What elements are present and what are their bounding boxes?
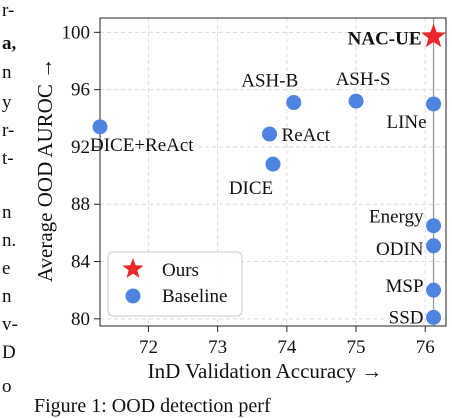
figure-caption: Figure 1: OOD detection perf <box>34 395 271 417</box>
y-axis-label: Average OOD AUROC → <box>33 58 57 282</box>
text-fragment-4: y <box>2 92 12 113</box>
text-fragment-9: e <box>2 258 11 279</box>
label-ash-s: ASH-S <box>336 69 391 90</box>
point-energy <box>426 218 442 234</box>
text-fragment-5: r- <box>2 120 15 141</box>
x-tick-label-74: 74 <box>277 337 297 358</box>
x-axis-label: InD Validation Accuracy → <box>148 359 383 383</box>
text-fragment-2: a, <box>2 33 17 54</box>
y-tick-label-96: 96 <box>71 80 90 101</box>
y-tick-label-84: 84 <box>71 252 91 273</box>
point-nac-ue <box>421 23 446 48</box>
label-msp: MSP <box>386 276 424 297</box>
point-dice-react <box>92 119 108 135</box>
label-line: LINe <box>386 112 426 133</box>
text-fragment-7: n <box>2 202 12 223</box>
x-tick-label-75: 75 <box>347 337 366 358</box>
point-line <box>426 96 442 112</box>
point-react <box>262 126 278 142</box>
label-ash-b: ASH-B <box>241 71 298 92</box>
text-fragment-8: n. <box>2 230 17 251</box>
legend-marker-ours <box>122 258 144 278</box>
y-tick-label-80: 80 <box>71 309 90 330</box>
text-fragment-6: t- <box>2 148 14 169</box>
plot-frame <box>99 17 447 327</box>
legend: Ours Baseline <box>107 251 243 317</box>
text-fragment-12: D <box>2 342 16 363</box>
label-energy: Energy <box>369 207 424 228</box>
y-tick-label-100: 100 <box>62 22 91 43</box>
point-msp <box>426 282 442 298</box>
legend-label-ours: Ours <box>162 260 199 281</box>
x-tick-label-76: 76 <box>416 337 435 358</box>
text-fragment-13: o <box>2 376 12 397</box>
legend-label-baseline: Baseline <box>162 286 227 307</box>
point-ash-b <box>286 95 302 111</box>
label-dice: DICE <box>229 178 273 199</box>
axis-ticks: 72 73 74 75 76 80 84 88 92 96 100 <box>62 22 435 358</box>
text-fragment-3: n <box>2 62 12 83</box>
scatter-chart: 72 73 74 75 76 80 84 88 92 96 100 NAC-UE DICE+ReAct… <box>33 17 447 383</box>
label-odin: ODIN <box>376 239 424 260</box>
point-odin <box>426 238 442 254</box>
text-fragment-11: v- <box>2 314 18 335</box>
legend-box <box>107 251 243 317</box>
legend-marker-baseline <box>125 288 141 304</box>
point-labels: NAC-UE DICE+ReAct ASH-B ASH-S LINe ReAct DICE E… <box>90 29 427 329</box>
label-react: ReAct <box>282 125 331 146</box>
text-fragment-10: n <box>2 286 12 307</box>
x-tick-label-73: 73 <box>208 337 227 358</box>
label-nac-ue: NAC-UE <box>348 29 422 50</box>
x-tick-label-72: 72 <box>139 337 158 358</box>
point-ssd <box>426 309 442 325</box>
label-dice-react: DICE+ReAct <box>90 135 194 156</box>
data-points <box>92 23 446 325</box>
point-ash-s <box>348 93 364 109</box>
y-tick-label-88: 88 <box>71 194 90 215</box>
point-dice <box>265 156 281 172</box>
y-tick-label-92: 92 <box>71 137 90 158</box>
text-fragment-1: r- <box>2 0 15 21</box>
label-ssd: SSD <box>389 307 424 328</box>
